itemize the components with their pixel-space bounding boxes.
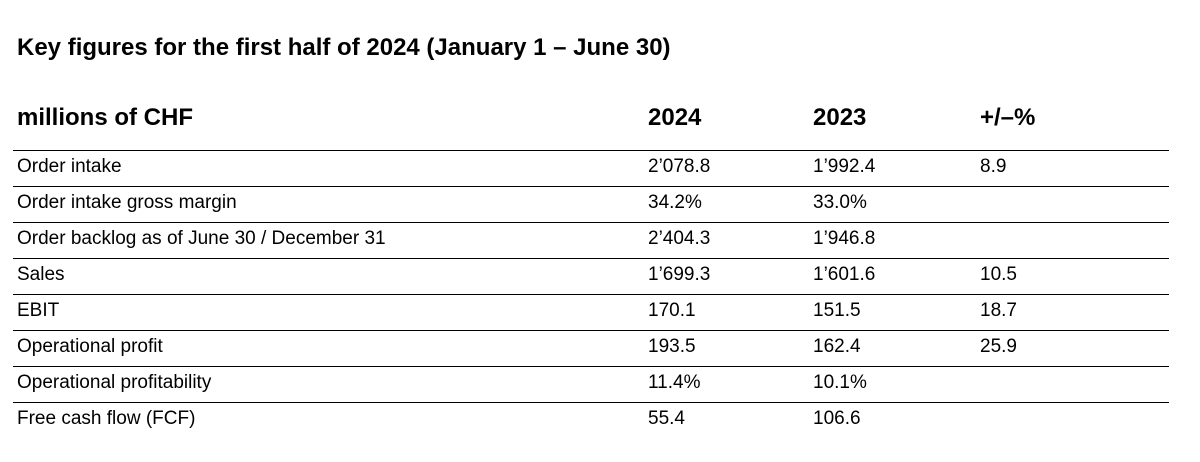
row-label: Operational profit	[17, 336, 163, 357]
row-label: Order intake	[17, 156, 122, 177]
header-year-2023: 2023	[813, 104, 867, 131]
value-2023: 1’946.8	[813, 228, 876, 249]
header-unit: millions of CHF	[17, 104, 193, 131]
value-2024: 2’078.8	[648, 156, 711, 177]
table-row: Operational profitability 11.4% 10.1%	[13, 367, 1169, 403]
table-row: Order intake 2’078.8 1’992.4 8.9	[13, 151, 1169, 187]
row-label: Sales	[17, 264, 65, 285]
value-2023: 1’601.6	[813, 264, 876, 285]
value-change: 18.7	[980, 300, 1017, 321]
value-2023: 1’992.4	[813, 156, 876, 177]
value-change: 8.9	[980, 156, 1007, 177]
row-label: Order backlog as of June 30 / December 3…	[17, 228, 386, 249]
value-2023: 33.0%	[813, 192, 867, 213]
table-row: Sales 1’699.3 1’601.6 10.5	[13, 259, 1169, 295]
key-figures-table: millions of CHF 2024 2023 +/–% Order int…	[13, 96, 1169, 438]
value-2023: 106.6	[813, 408, 861, 429]
document-title: Key figures for the first half of 2024 (…	[17, 34, 671, 61]
value-2024: 11.4%	[648, 372, 701, 393]
value-2024: 1’699.3	[648, 264, 711, 285]
table-row: Order backlog as of June 30 / December 3…	[13, 223, 1169, 259]
header-year-2024: 2024	[648, 104, 702, 131]
header-change-percent: +/–%	[980, 104, 1036, 131]
value-change: 25.9	[980, 336, 1017, 357]
row-label: Free cash flow (FCF)	[17, 408, 196, 429]
row-label: EBIT	[17, 300, 60, 321]
table-row: Free cash flow (FCF) 55.4 106.6	[13, 403, 1169, 438]
value-change: 10.5	[980, 264, 1017, 285]
table-row: EBIT 170.1 151.5 18.7	[13, 295, 1169, 331]
value-2024: 170.1	[648, 300, 696, 321]
table-row: Order intake gross margin 34.2% 33.0%	[13, 187, 1169, 223]
value-2024: 34.2%	[648, 192, 702, 213]
value-2024: 55.4	[648, 408, 685, 429]
value-2024: 2’404.3	[648, 228, 711, 249]
table-header-row: millions of CHF 2024 2023 +/–%	[13, 96, 1169, 151]
value-2023: 162.4	[813, 336, 861, 357]
value-2023: 10.1%	[813, 372, 867, 393]
table-row: Operational profit 193.5 162.4 25.9	[13, 331, 1169, 367]
value-2024: 193.5	[648, 336, 696, 357]
row-label: Order intake gross margin	[17, 192, 237, 213]
value-2023: 151.5	[813, 300, 861, 321]
row-label: Operational profitability	[17, 372, 212, 393]
